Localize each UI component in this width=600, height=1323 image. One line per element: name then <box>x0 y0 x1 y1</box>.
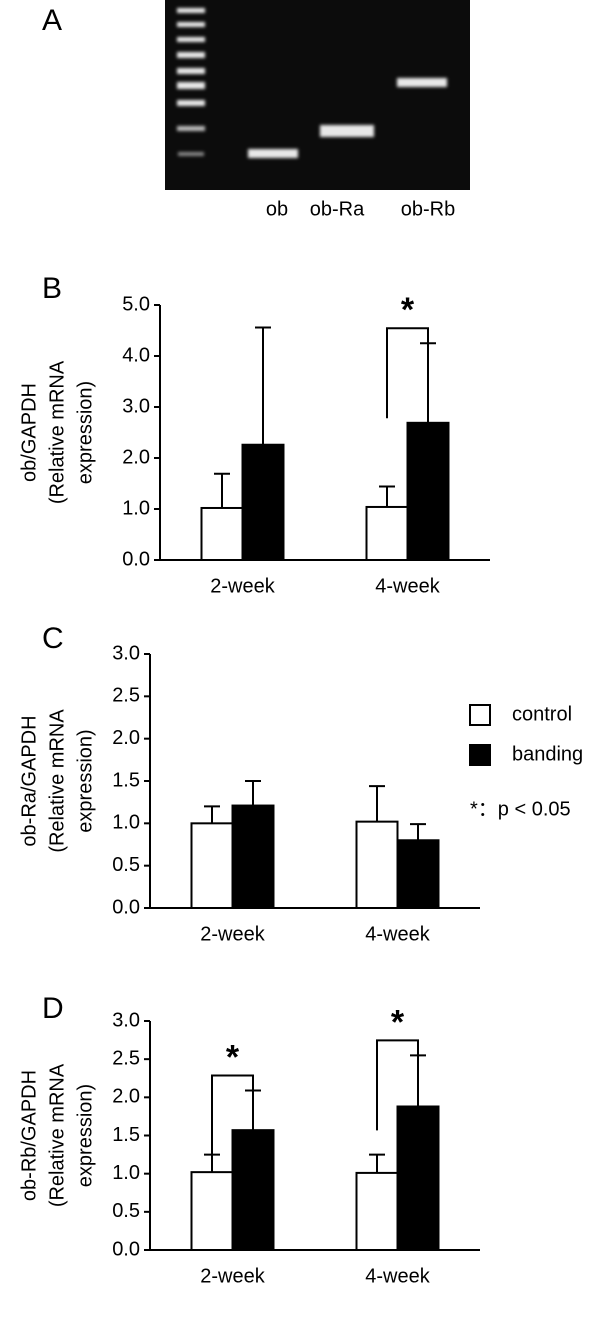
y-tick-label: 0.5 <box>112 1200 140 1222</box>
y-axis-label: (Relative mRNA <box>46 360 68 504</box>
error-bar <box>420 342 436 423</box>
lane-label: ob-Rb <box>401 198 455 220</box>
error-bar <box>379 485 395 507</box>
bar <box>241 443 285 561</box>
gel-image <box>165 0 470 190</box>
panel-letter: D <box>42 992 64 1025</box>
y-tick-label: 0.5 <box>112 854 140 876</box>
y-tick-label: 1.5 <box>112 769 140 791</box>
y-tick-label: 5.0 <box>122 293 150 315</box>
significance-star: * <box>226 1038 240 1076</box>
y-tick-label: 0.0 <box>112 1238 140 1260</box>
significance-star: * <box>401 291 415 329</box>
error-bar <box>410 823 426 841</box>
bar <box>396 1105 440 1251</box>
y-tick-label: 2.0 <box>112 727 140 749</box>
y-tick-label: 1.0 <box>112 1162 140 1184</box>
bar <box>231 1129 275 1251</box>
panel-letter: A <box>42 4 62 37</box>
bar <box>355 1171 399 1251</box>
y-axis-label: ob-Ra/GAPDH <box>18 715 40 846</box>
legend-swatch <box>469 744 491 766</box>
error-bar <box>369 785 385 822</box>
bar <box>190 1171 234 1252</box>
y-axis-label: expression) <box>74 1084 96 1187</box>
panel-letter: B <box>42 272 62 305</box>
lane-label: ob <box>266 198 288 220</box>
x-tick-label: 4-week <box>375 575 440 597</box>
error-bar <box>369 1153 385 1173</box>
significance-star: * <box>391 1003 405 1041</box>
x-tick-label: 2-week <box>200 923 265 945</box>
bar <box>190 822 234 909</box>
y-tick-label: 3.0 <box>112 642 140 664</box>
bar <box>396 839 440 909</box>
y-tick-label: 0.0 <box>122 548 150 570</box>
x-tick-label: 2-week <box>200 1265 265 1287</box>
y-axis-label: (Relative mRNA <box>46 709 68 853</box>
legend-note: *：p < 0.05 <box>470 798 571 820</box>
legend-swatch <box>469 704 491 726</box>
y-axis-label: ob-Rb/GAPDH <box>18 1070 40 1201</box>
significance-bracket <box>386 327 429 419</box>
error-bar <box>204 805 220 824</box>
legend-label: control <box>512 703 572 725</box>
y-tick-label: 1.5 <box>112 1124 140 1146</box>
x-tick-label: 4-week <box>365 1265 430 1287</box>
y-tick-label: 2.0 <box>112 1086 140 1108</box>
panel-letter: C <box>42 622 64 655</box>
error-bar <box>255 326 271 445</box>
y-axis-label: (Relative mRNA <box>46 1063 68 1207</box>
legend-label: banding <box>512 743 583 765</box>
y-tick-label: 1.0 <box>122 497 150 519</box>
y-tick-label: 3.0 <box>122 395 150 417</box>
bar <box>200 506 244 562</box>
x-tick-label: 2-week <box>210 575 275 597</box>
significance-bracket <box>211 1074 254 1166</box>
y-tick-label: 2.5 <box>112 685 140 707</box>
lane-label: ob-Ra <box>310 198 365 220</box>
bar <box>406 421 450 561</box>
y-tick-label: 4.0 <box>122 344 150 366</box>
y-axis-label: expression) <box>74 381 96 484</box>
error-bar <box>245 780 261 806</box>
y-tick-label: 3.0 <box>112 1009 140 1031</box>
y-tick-label: 0.0 <box>112 896 140 918</box>
y-tick-label: 2.5 <box>112 1047 140 1069</box>
bar <box>355 820 399 910</box>
y-axis-label: expression) <box>74 729 96 832</box>
error-bar <box>214 472 230 508</box>
y-tick-label: 1.0 <box>112 812 140 834</box>
bar <box>365 505 409 561</box>
y-tick-label: 2.0 <box>122 446 150 468</box>
x-tick-label: 4-week <box>365 923 430 945</box>
bar <box>231 804 275 910</box>
y-axis-label: ob/GAPDH <box>18 383 40 482</box>
significance-bracket <box>376 1039 419 1131</box>
